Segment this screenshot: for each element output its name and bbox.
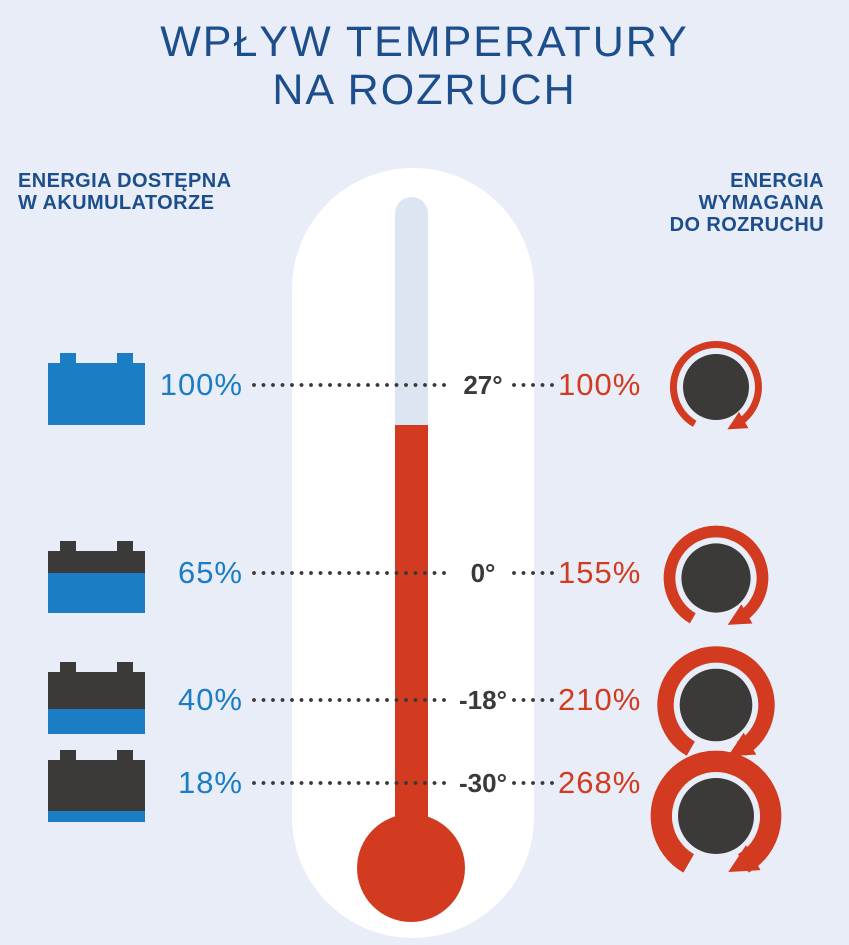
battery-charge-fill <box>48 810 145 822</box>
battery-body <box>48 760 145 822</box>
battery-body <box>48 672 145 734</box>
temperature-label: 27° <box>463 370 503 400</box>
dial-gauge-icon <box>650 750 782 873</box>
required-energy-value: 210% <box>558 682 642 717</box>
battery-terminal <box>117 662 133 674</box>
dial-gauge-icon <box>657 646 775 757</box>
required-energy-value: 100% <box>558 367 642 402</box>
battery-body <box>48 551 145 613</box>
available-energy-value: 65% <box>177 555 243 590</box>
required-energy-header: ENERGIA WYMAGANA DO ROZRUCHU <box>670 170 824 236</box>
required-energy-header-line-3: DO ROZRUCHU <box>669 214 824 236</box>
dotted-line-left <box>252 698 447 702</box>
available-energy-value: 100% <box>159 367 243 402</box>
available-energy-header-line-2: W AKUMULATORZE <box>18 192 215 214</box>
dotted-line-right <box>512 698 554 702</box>
dotted-line-left <box>252 781 447 785</box>
battery-terminal <box>117 353 133 365</box>
required-energy-header-line-2: WYMAGANA <box>698 192 824 214</box>
title-line-1: WPŁYW TEMPERATURY <box>160 18 689 66</box>
battery-terminal <box>60 353 76 365</box>
dotted-line-left <box>252 383 447 387</box>
dotted-line-left <box>252 571 447 575</box>
required-energy-value: 155% <box>558 555 642 590</box>
battery-charge-fill <box>48 709 145 734</box>
temperature-label: -30° <box>459 768 507 798</box>
battery-terminal <box>60 541 76 553</box>
required-energy-value: 268% <box>558 765 642 800</box>
available-energy-value: 40% <box>177 682 243 717</box>
battery-terminal <box>117 750 133 762</box>
battery-charge-fill <box>48 363 145 425</box>
battery-icon <box>48 541 145 613</box>
battery-terminal <box>60 662 76 674</box>
battery-icon <box>48 750 145 822</box>
available-energy-header-line-1: ENERGIA DOSTĘPNA <box>18 170 232 192</box>
temperature-label: -18° <box>459 685 507 715</box>
dotted-line-right <box>512 781 554 785</box>
dial-gauge-icon <box>669 341 762 430</box>
battery-icon <box>48 353 145 425</box>
dotted-line-right <box>512 383 554 387</box>
page-title: WPŁYW TEMPERATURY NA ROZRUCH <box>0 18 849 114</box>
dotted-line-right <box>512 571 554 575</box>
battery-body <box>48 363 145 425</box>
dial-gauge-icon <box>663 525 769 625</box>
thermometer-bulb <box>357 814 465 922</box>
required-energy-header-line-1: ENERGIA <box>730 170 824 192</box>
battery-charge-fill <box>48 572 145 613</box>
battery-terminal <box>117 541 133 553</box>
available-energy-header: ENERGIA DOSTĘPNA W AKUMULATORZE <box>18 170 231 214</box>
battery-icon <box>48 662 145 734</box>
battery-terminal <box>60 750 76 762</box>
available-energy-value: 18% <box>177 765 243 800</box>
temperature-label: 0° <box>470 558 496 588</box>
thermometer-mercury <box>395 425 428 868</box>
title-line-2: NA ROZRUCH <box>272 66 577 114</box>
